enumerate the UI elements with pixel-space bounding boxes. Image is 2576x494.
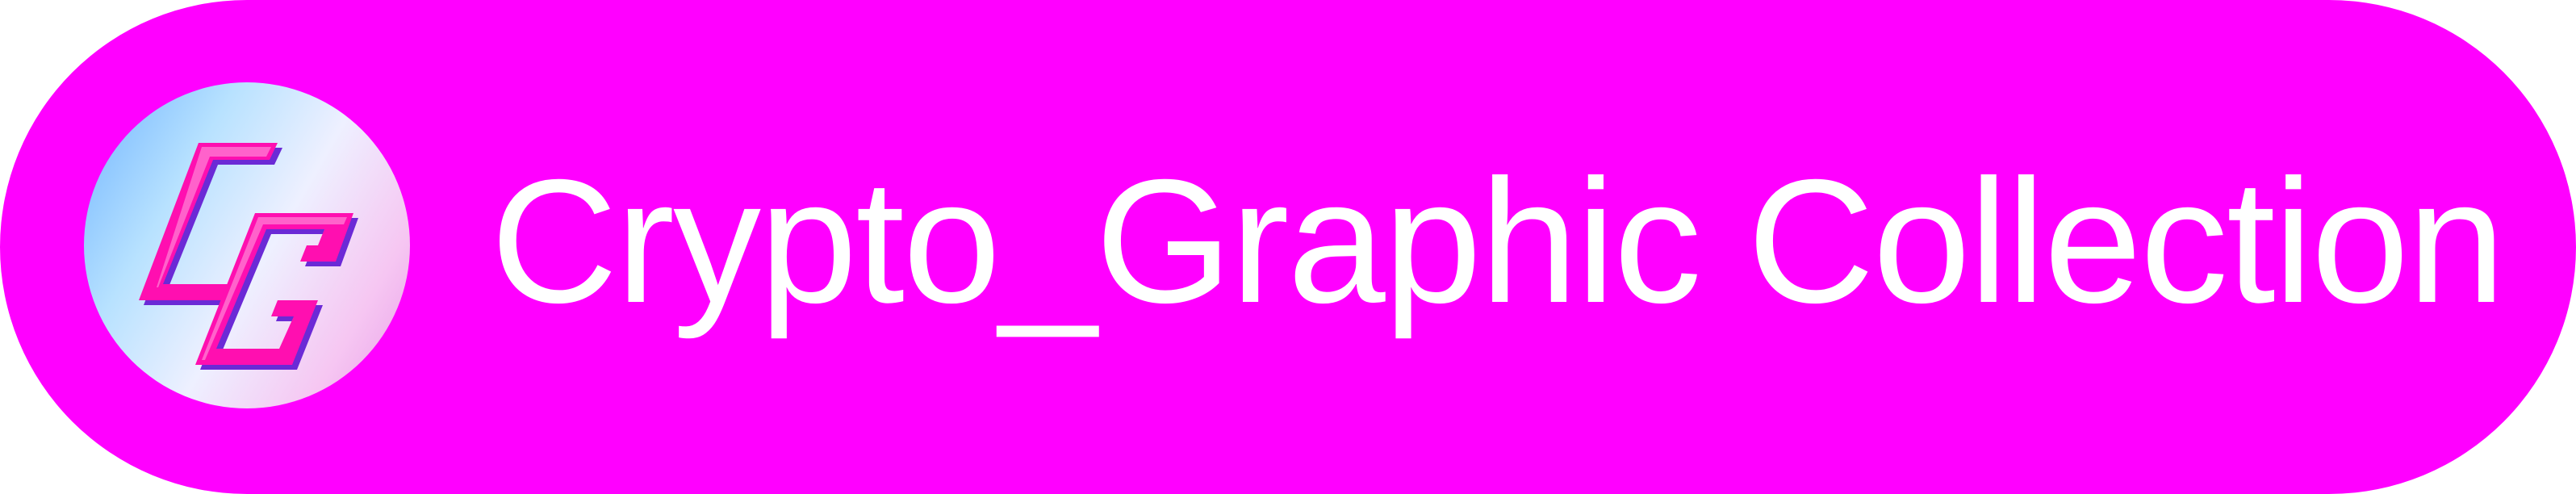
cg-logo-icon bbox=[84, 82, 410, 408]
collection-button-label: Crypto_Graphic Collection bbox=[491, 144, 2505, 340]
